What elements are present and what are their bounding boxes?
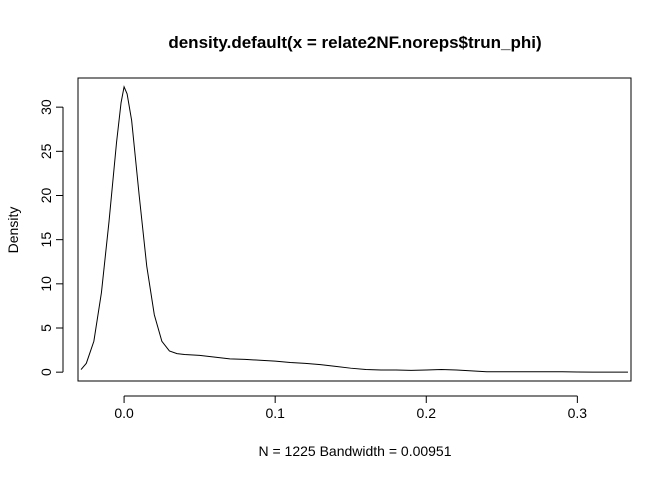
y-axis: 0 5 10 15 20 25 30 bbox=[38, 99, 64, 376]
density-curve bbox=[80, 85, 628, 373]
y-tick-label: 25 bbox=[38, 143, 54, 159]
y-axis-label: Density bbox=[5, 207, 21, 254]
y-tick-label: 0 bbox=[38, 368, 54, 376]
x-tick-label: 0.3 bbox=[568, 405, 588, 421]
x-tick-label: 0.2 bbox=[417, 405, 437, 421]
y-tick-label: 10 bbox=[38, 276, 54, 292]
x-axis: 0.0 0.1 0.2 0.3 bbox=[114, 395, 588, 421]
x-tick-label: 0.1 bbox=[265, 405, 285, 421]
x-axis-label: N = 1225 Bandwidth = 0.00951 bbox=[258, 443, 451, 459]
y-tick-label: 30 bbox=[38, 99, 54, 115]
y-tick-label: 20 bbox=[38, 187, 54, 203]
y-tick-label: 15 bbox=[38, 232, 54, 248]
x-tick-label: 0.0 bbox=[114, 405, 134, 421]
chart-title: density.default(x = relate2NF.noreps$tru… bbox=[168, 33, 541, 52]
plot-frame bbox=[77, 77, 632, 382]
y-tick-label: 5 bbox=[38, 324, 54, 332]
